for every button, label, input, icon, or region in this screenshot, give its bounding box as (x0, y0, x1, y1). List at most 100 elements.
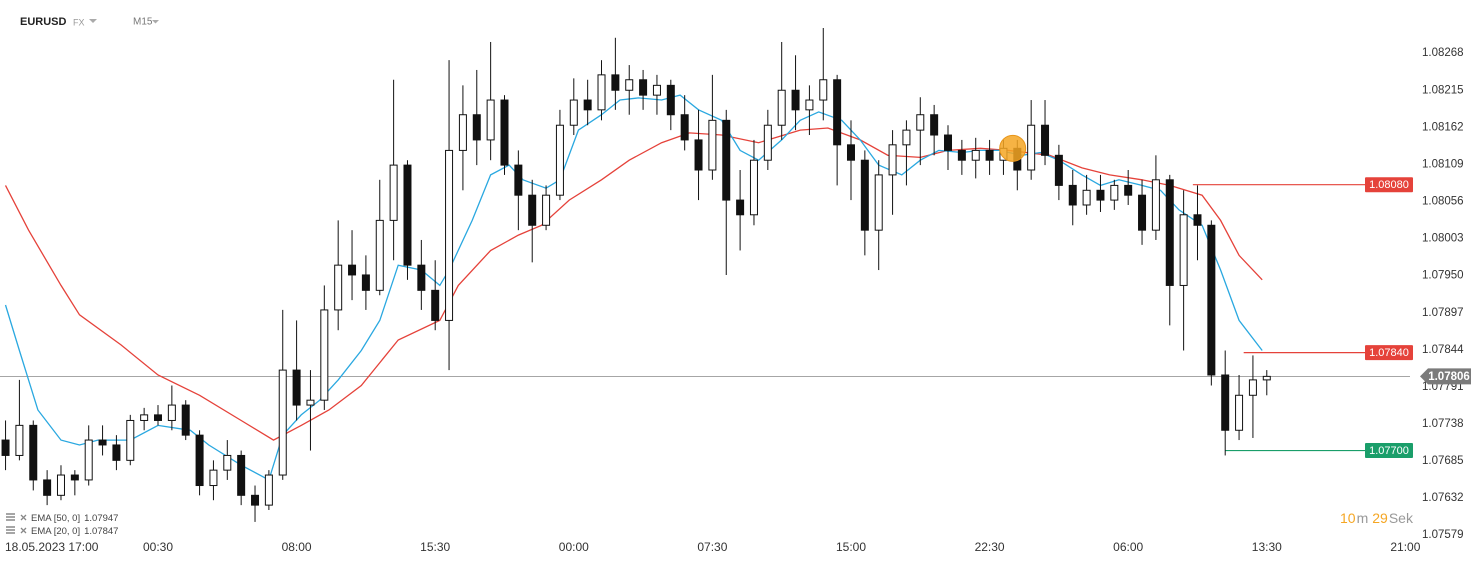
candle-body (98, 439, 107, 446)
legend-value: 1.07947 (84, 513, 118, 524)
x-tick-label: 00:30 (143, 540, 173, 554)
candle-body (528, 194, 537, 226)
candle-body (306, 399, 315, 406)
candle-body (1248, 379, 1257, 396)
candle-body (1068, 184, 1077, 206)
candle-body (1235, 394, 1244, 431)
y-tick-label: 1.08109 (1422, 158, 1464, 170)
candle-body (1041, 124, 1050, 156)
candle-body (264, 474, 273, 506)
event-marker (999, 134, 1027, 162)
countdown-seconds: 29 (1372, 510, 1388, 526)
y-tick-label: 1.08003 (1422, 233, 1464, 245)
legend-icon (6, 513, 15, 521)
candle-body (542, 194, 551, 226)
interval-dropdown[interactable] (152, 20, 159, 24)
candle-body (472, 114, 481, 141)
legend-entry: EMA [20, 0] 1.07847 (31, 526, 118, 537)
candle-body (846, 144, 855, 161)
countdown-minutes-unit: m (1357, 510, 1369, 526)
candle-body (930, 114, 939, 136)
x-tick-label: 06:00 (1113, 540, 1143, 554)
candle-body (1027, 124, 1036, 171)
x-tick-label: 22:30 (975, 540, 1005, 554)
legend-remove[interactable] (20, 514, 27, 521)
candle-body (583, 99, 592, 111)
candle-body (625, 79, 634, 91)
candle-body (181, 404, 190, 436)
candle-body (749, 159, 758, 216)
candle-body (403, 164, 412, 266)
legend-entry: EMA [50, 0] 1.07947 (31, 513, 118, 524)
candle-body (763, 124, 772, 161)
candle-body (1165, 179, 1174, 286)
candle-body (680, 114, 689, 141)
y-tick-label: 1.08215 (1422, 84, 1464, 96)
candle-body (70, 474, 79, 481)
legend-value: 1.07847 (84, 526, 118, 537)
x-tick-label: 15:00 (836, 540, 866, 554)
current-price-label: 1.07806 (1428, 371, 1470, 383)
x-tick-label: 15:30 (420, 540, 450, 554)
legend-remove[interactable] (20, 527, 27, 534)
y-tick-label: 1.08056 (1422, 196, 1464, 208)
candle-body (985, 149, 994, 161)
candle-body (777, 89, 786, 126)
candle-body (791, 89, 800, 111)
x-tick-label: 21:00 (1390, 540, 1420, 554)
symbol[interactable]: EURUSD (20, 16, 67, 28)
candle-body (458, 114, 467, 151)
countdown: 10m 29Sek (1340, 510, 1414, 526)
candle-body (445, 149, 454, 321)
candle-body (902, 129, 911, 146)
market[interactable]: FX (73, 17, 85, 27)
candle-body (1138, 194, 1147, 231)
candle-body (361, 274, 370, 291)
y-tick-label: 1.07950 (1422, 270, 1464, 282)
x-tick-label: 08:00 (282, 540, 312, 554)
y-tick-label: 1.07632 (1422, 492, 1464, 504)
candle-body (15, 424, 24, 456)
candle-body (126, 419, 135, 461)
candle-body (944, 134, 953, 151)
candle-body (29, 424, 38, 481)
candle-body (514, 164, 523, 196)
level-label-box (1365, 177, 1413, 193)
candle-body (666, 84, 675, 116)
y-tick-label: 1.07685 (1422, 455, 1464, 467)
y-tick-label: 1.07897 (1422, 307, 1464, 319)
countdown-minutes: 10 (1340, 510, 1356, 526)
legend-name: EMA [20, 0] (31, 526, 80, 537)
candle-body (348, 264, 357, 276)
ema-line (4, 127, 1263, 441)
candle-body (722, 119, 731, 201)
level-label-box (1365, 443, 1413, 459)
y-tick-label: 1.08162 (1422, 121, 1464, 133)
candle-body (1179, 214, 1188, 286)
candle-body (84, 439, 93, 481)
candle-body (569, 99, 578, 126)
candle-body (860, 159, 869, 231)
level-label: 1.07840 (1369, 347, 1409, 359)
candle-body (1151, 179, 1160, 231)
legend-name: EMA [50, 0] (31, 513, 80, 524)
market-dropdown[interactable] (89, 19, 97, 23)
candle-body (1193, 214, 1202, 226)
y-tick-label: 1.08268 (1422, 47, 1464, 59)
interval[interactable]: M15 (133, 17, 153, 28)
y-tick-label: 1.07844 (1422, 344, 1464, 356)
candle-body (639, 79, 648, 96)
candle-body (375, 219, 384, 291)
candle-body (334, 264, 343, 311)
level-label: 1.07700 (1369, 445, 1409, 457)
candle-body (56, 474, 65, 496)
candle-body (278, 369, 287, 476)
candle-body (555, 124, 564, 196)
candle-body (916, 114, 925, 131)
candle-body (597, 74, 606, 111)
candle-body (1110, 184, 1119, 201)
candle-body (611, 74, 620, 91)
candle-body (417, 264, 426, 291)
level-label: 1.08080 (1369, 179, 1409, 191)
